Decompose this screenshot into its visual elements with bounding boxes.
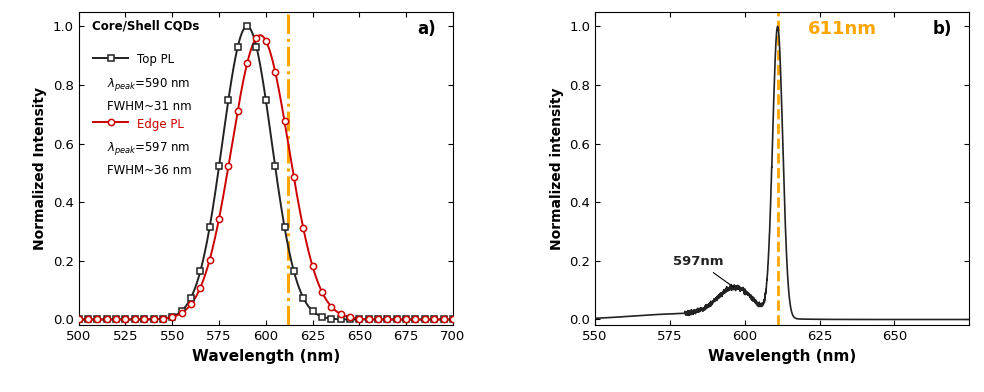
Y-axis label: Normalized intensity: Normalized intensity bbox=[550, 87, 564, 250]
Text: $\lambda_{peak}$=590 nm: $\lambda_{peak}$=590 nm bbox=[107, 76, 190, 93]
X-axis label: Wavelength (nm): Wavelength (nm) bbox=[192, 349, 339, 364]
Text: Core/Shell CQDs: Core/Shell CQDs bbox=[92, 20, 199, 33]
Text: 597nm: 597nm bbox=[673, 255, 733, 287]
Text: FWHM~31 nm: FWHM~31 nm bbox=[107, 100, 192, 113]
Text: Edge PL: Edge PL bbox=[137, 118, 184, 131]
Text: a): a) bbox=[417, 20, 436, 38]
Y-axis label: Normalized Intensity: Normalized Intensity bbox=[33, 87, 47, 250]
Text: Top PL: Top PL bbox=[137, 53, 174, 66]
X-axis label: Wavelength (nm): Wavelength (nm) bbox=[708, 349, 856, 364]
Text: FWHM~36 nm: FWHM~36 nm bbox=[107, 164, 192, 177]
Text: 611nm: 611nm bbox=[808, 20, 878, 38]
Text: b): b) bbox=[933, 20, 953, 38]
Text: $\lambda_{peak}$=597 nm: $\lambda_{peak}$=597 nm bbox=[107, 140, 190, 157]
